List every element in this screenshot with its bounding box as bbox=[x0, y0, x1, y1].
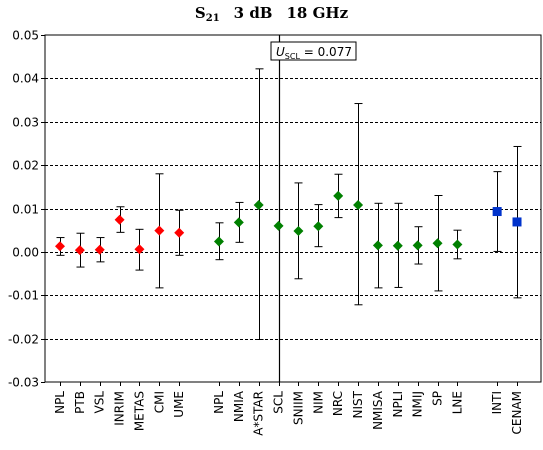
data-point bbox=[452, 239, 463, 250]
x-tick-label: INTI bbox=[490, 391, 504, 414]
data-point bbox=[154, 225, 165, 236]
data-point bbox=[293, 226, 304, 237]
data-point bbox=[55, 241, 65, 252]
data-point bbox=[412, 240, 423, 251]
data-point bbox=[253, 200, 264, 211]
x-tick-label: A*STAR bbox=[252, 391, 266, 436]
data-point bbox=[134, 244, 145, 255]
data-point bbox=[372, 240, 383, 251]
x-tick-label: VSL bbox=[93, 391, 107, 414]
data-point bbox=[333, 190, 344, 201]
y-tick-label: 0.03 bbox=[12, 116, 39, 130]
x-tick-label: UME bbox=[172, 391, 186, 418]
x-tick-label: SNIIM bbox=[291, 391, 305, 425]
x-tick-label: LNE bbox=[450, 391, 464, 414]
x-tick-label: NMIJ bbox=[411, 391, 425, 417]
title-quantity-subscript: 21 bbox=[205, 13, 220, 24]
y-tick-label: 0.02 bbox=[12, 159, 39, 173]
title-frequency: 18 GHz bbox=[286, 4, 349, 22]
data-point bbox=[313, 221, 324, 232]
data-point bbox=[273, 220, 284, 231]
y-tick-label: 0.05 bbox=[12, 29, 39, 43]
data-point bbox=[213, 236, 224, 247]
x-tick-label: CENAM bbox=[510, 391, 524, 435]
data-point bbox=[512, 217, 522, 227]
x-tick-label: METAS bbox=[132, 391, 146, 431]
data-point bbox=[353, 200, 364, 211]
data-point bbox=[233, 217, 244, 228]
x-tick-label: NMISA bbox=[371, 390, 385, 430]
x-tick-label: NPL bbox=[212, 391, 226, 414]
data-point bbox=[94, 244, 105, 255]
x-tick-label: NPL bbox=[53, 391, 67, 414]
data-point bbox=[492, 207, 502, 217]
x-tick-label: SCL bbox=[272, 391, 286, 414]
y-tick-label: 0.01 bbox=[12, 203, 39, 217]
plot-area bbox=[44, 34, 542, 383]
y-tick-label: 0.00 bbox=[12, 246, 39, 260]
title-level: 3 dB bbox=[233, 4, 273, 22]
x-tick-label: CMI bbox=[152, 391, 166, 413]
data-point bbox=[74, 245, 85, 256]
x-tick-label: NMIA bbox=[232, 390, 246, 422]
x-tick-label: SP bbox=[431, 391, 445, 406]
chart-title: S21 3 dB 18 GHz bbox=[0, 4, 543, 24]
data-point bbox=[114, 214, 125, 225]
x-tick-label: NIM bbox=[311, 391, 325, 414]
x-tick-label: NRC bbox=[331, 391, 345, 416]
y-tick-label: -0.02 bbox=[8, 333, 39, 347]
title-quantity: S bbox=[194, 4, 206, 22]
x-tick-label: NIST bbox=[351, 390, 365, 418]
x-tick-label: PTB bbox=[73, 391, 87, 414]
y-tick-label: -0.01 bbox=[8, 289, 39, 303]
x-tick-label: NPLI bbox=[391, 391, 405, 417]
annotation-box bbox=[270, 41, 357, 61]
data-point bbox=[432, 238, 443, 249]
y-tick-label: -0.03 bbox=[8, 376, 39, 390]
data-point bbox=[174, 227, 185, 238]
annotation-text: USCL = 0.077 bbox=[276, 45, 352, 61]
y-tick-label: 0.04 bbox=[12, 72, 39, 86]
data-point bbox=[392, 240, 403, 251]
x-tick-label: INRIM bbox=[113, 391, 127, 426]
